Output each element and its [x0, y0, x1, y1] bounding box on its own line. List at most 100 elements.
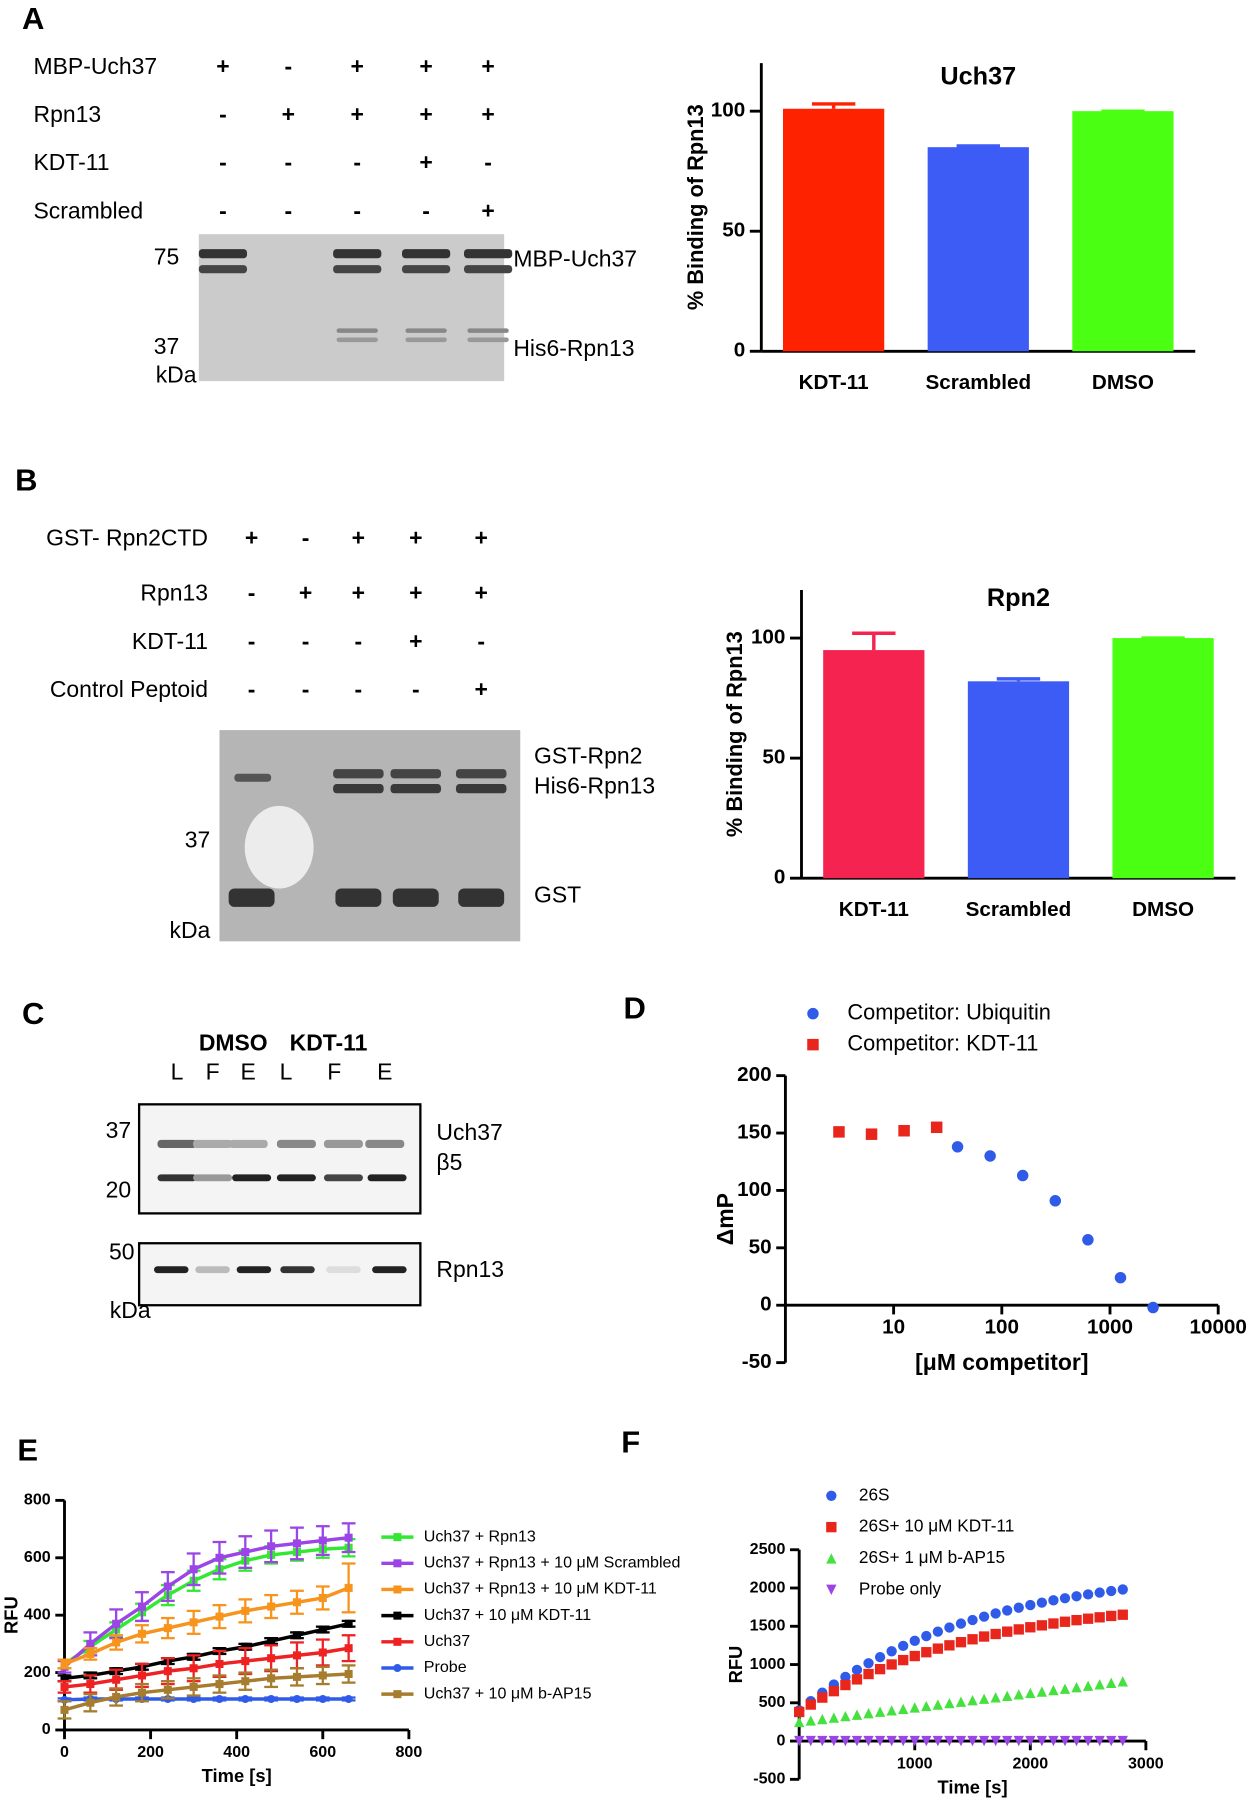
data-point — [921, 1630, 932, 1642]
data-point — [112, 1675, 121, 1684]
data-point — [1106, 1610, 1117, 1622]
y-tick-label: -500 — [753, 1770, 785, 1788]
bar — [1072, 111, 1174, 352]
data-point — [1025, 1599, 1036, 1611]
data-point — [344, 1694, 353, 1703]
sign: - — [353, 149, 361, 175]
data-point — [1048, 1684, 1059, 1696]
blot-band — [228, 1139, 268, 1148]
data-point — [978, 1693, 990, 1704]
legend-marker — [393, 1611, 402, 1620]
data-point — [1025, 1622, 1036, 1633]
y-tick-label: 50 — [722, 219, 745, 242]
data-point — [1059, 1593, 1071, 1604]
bar — [783, 108, 885, 352]
blot-band — [195, 1266, 230, 1274]
blot-band — [365, 1139, 405, 1148]
data-point — [267, 1542, 276, 1551]
blot-band — [157, 1174, 197, 1182]
data-point — [967, 1735, 978, 1747]
gel-band — [392, 888, 439, 907]
data-point — [241, 1642, 250, 1651]
sign: + — [481, 101, 494, 127]
data-point — [344, 1669, 353, 1679]
data-point — [1117, 1676, 1128, 1687]
row-label: KDT-11 — [34, 149, 110, 175]
gel-band — [333, 784, 384, 794]
data-point — [344, 1533, 353, 1542]
y-tick-label: 200 — [24, 1663, 51, 1681]
legend-marker — [393, 1533, 402, 1542]
legend-label: Uch37 + 10 μM b-AP15 — [424, 1684, 592, 1702]
legend-label: Probe — [424, 1658, 467, 1676]
data-point — [1036, 1735, 1048, 1747]
lane-label: F — [327, 1058, 341, 1084]
sign: + — [282, 101, 295, 127]
sign: - — [355, 676, 363, 702]
data-point — [1059, 1735, 1071, 1747]
blot-band — [193, 1174, 233, 1182]
sign: - — [248, 676, 256, 702]
band-label: MBP-Uch37 — [513, 246, 637, 272]
data-point — [851, 1664, 863, 1676]
sign: - — [302, 676, 310, 702]
y-tick-label: 100 — [711, 99, 745, 122]
row-label: KDT-11 — [132, 628, 208, 654]
x-tick-label: Scrambled — [925, 371, 1031, 394]
gel-band — [463, 249, 513, 259]
data-point — [1036, 1597, 1048, 1608]
data-point — [1106, 1735, 1117, 1747]
data-point — [241, 1677, 250, 1686]
marker-label: kDa — [169, 917, 210, 943]
data-point — [60, 1674, 69, 1683]
data-point — [241, 1694, 250, 1703]
bar — [1112, 638, 1214, 879]
data-point — [840, 1671, 851, 1683]
x-tick-label: 10 — [882, 1316, 905, 1339]
x-tick-label: 200 — [137, 1743, 164, 1761]
sign: + — [419, 101, 432, 127]
legend-label: Competitor: Ubiquitin — [847, 999, 1051, 1024]
data-point — [1071, 1614, 1082, 1626]
sign: + — [409, 580, 422, 606]
y-axis-label: RFU — [725, 1646, 746, 1684]
data-point — [817, 1692, 828, 1703]
data-point — [215, 1659, 224, 1668]
y-tick-label: 100 — [751, 626, 785, 649]
blot-band — [372, 1266, 407, 1274]
legend-label: 26S — [859, 1484, 890, 1504]
x-tick-label: 0 — [60, 1743, 69, 1761]
x-tick-label: DMSO — [1132, 898, 1194, 921]
data-point — [833, 1126, 845, 1138]
legend-marker — [393, 1637, 402, 1646]
data-point — [863, 1735, 874, 1747]
data-point — [805, 1715, 816, 1726]
data-point — [1002, 1605, 1013, 1616]
gel-band — [390, 784, 442, 794]
gel-image — [198, 234, 505, 382]
marker-label: kDa — [110, 1297, 151, 1323]
sign: + — [299, 580, 312, 606]
blot-band — [276, 1174, 316, 1182]
row-label: Scrambled — [34, 197, 144, 223]
bar — [927, 147, 1029, 352]
sign: + — [475, 580, 488, 606]
data-point — [828, 1712, 840, 1723]
y-tick-label: 200 — [737, 1063, 771, 1086]
data-point — [978, 1735, 990, 1747]
data-point — [967, 1695, 978, 1706]
data-point — [112, 1619, 121, 1628]
data-point — [241, 1606, 250, 1615]
data-point — [944, 1735, 955, 1747]
data-point — [189, 1664, 198, 1673]
data-point — [1013, 1689, 1024, 1700]
data-point — [921, 1647, 932, 1658]
data-point — [909, 1635, 920, 1646]
data-point — [865, 1128, 878, 1140]
legend-marker — [826, 1521, 837, 1533]
data-point — [955, 1637, 967, 1648]
data-point — [840, 1710, 851, 1722]
sign: + — [481, 197, 494, 223]
sign: + — [352, 525, 365, 551]
